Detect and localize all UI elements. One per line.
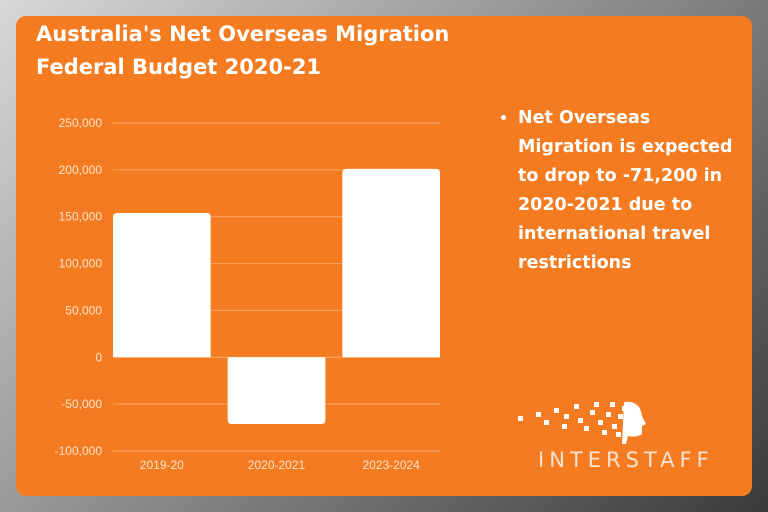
y-tick-label: -100,000	[55, 444, 103, 458]
bullet-item: Net Overseas Migration is expected to dr…	[518, 104, 748, 278]
interstaff-logo: INTERSTAFF	[518, 398, 718, 478]
bar	[342, 168, 440, 358]
title-line-1: Australia's Net Overseas Migration	[36, 22, 450, 46]
y-tick-label: 100,000	[59, 257, 103, 271]
y-tick-label: 0	[95, 350, 102, 364]
logo-text: INTERSTAFF	[538, 448, 714, 472]
chart-title: Australia's Net Overseas Migration Feder…	[36, 18, 449, 84]
y-tick-label: 250,000	[59, 116, 103, 130]
y-tick-label: -50,000	[61, 397, 102, 411]
pixel-face-icon	[518, 401, 646, 444]
x-tick-label: 2019-20	[140, 458, 184, 472]
bullet-list: Net Overseas Migration is expected to dr…	[494, 104, 748, 278]
x-tick-label: 2023-2024	[362, 458, 420, 472]
bar	[113, 212, 211, 358]
x-tick-label: 2020-2021	[248, 458, 306, 472]
bar	[227, 357, 326, 425]
y-tick-label: 150,000	[59, 210, 103, 224]
y-tick-label: 200,000	[59, 163, 103, 177]
y-tick-label: 50,000	[65, 303, 102, 317]
title-line-2: Federal Budget 2020-21	[36, 55, 322, 79]
